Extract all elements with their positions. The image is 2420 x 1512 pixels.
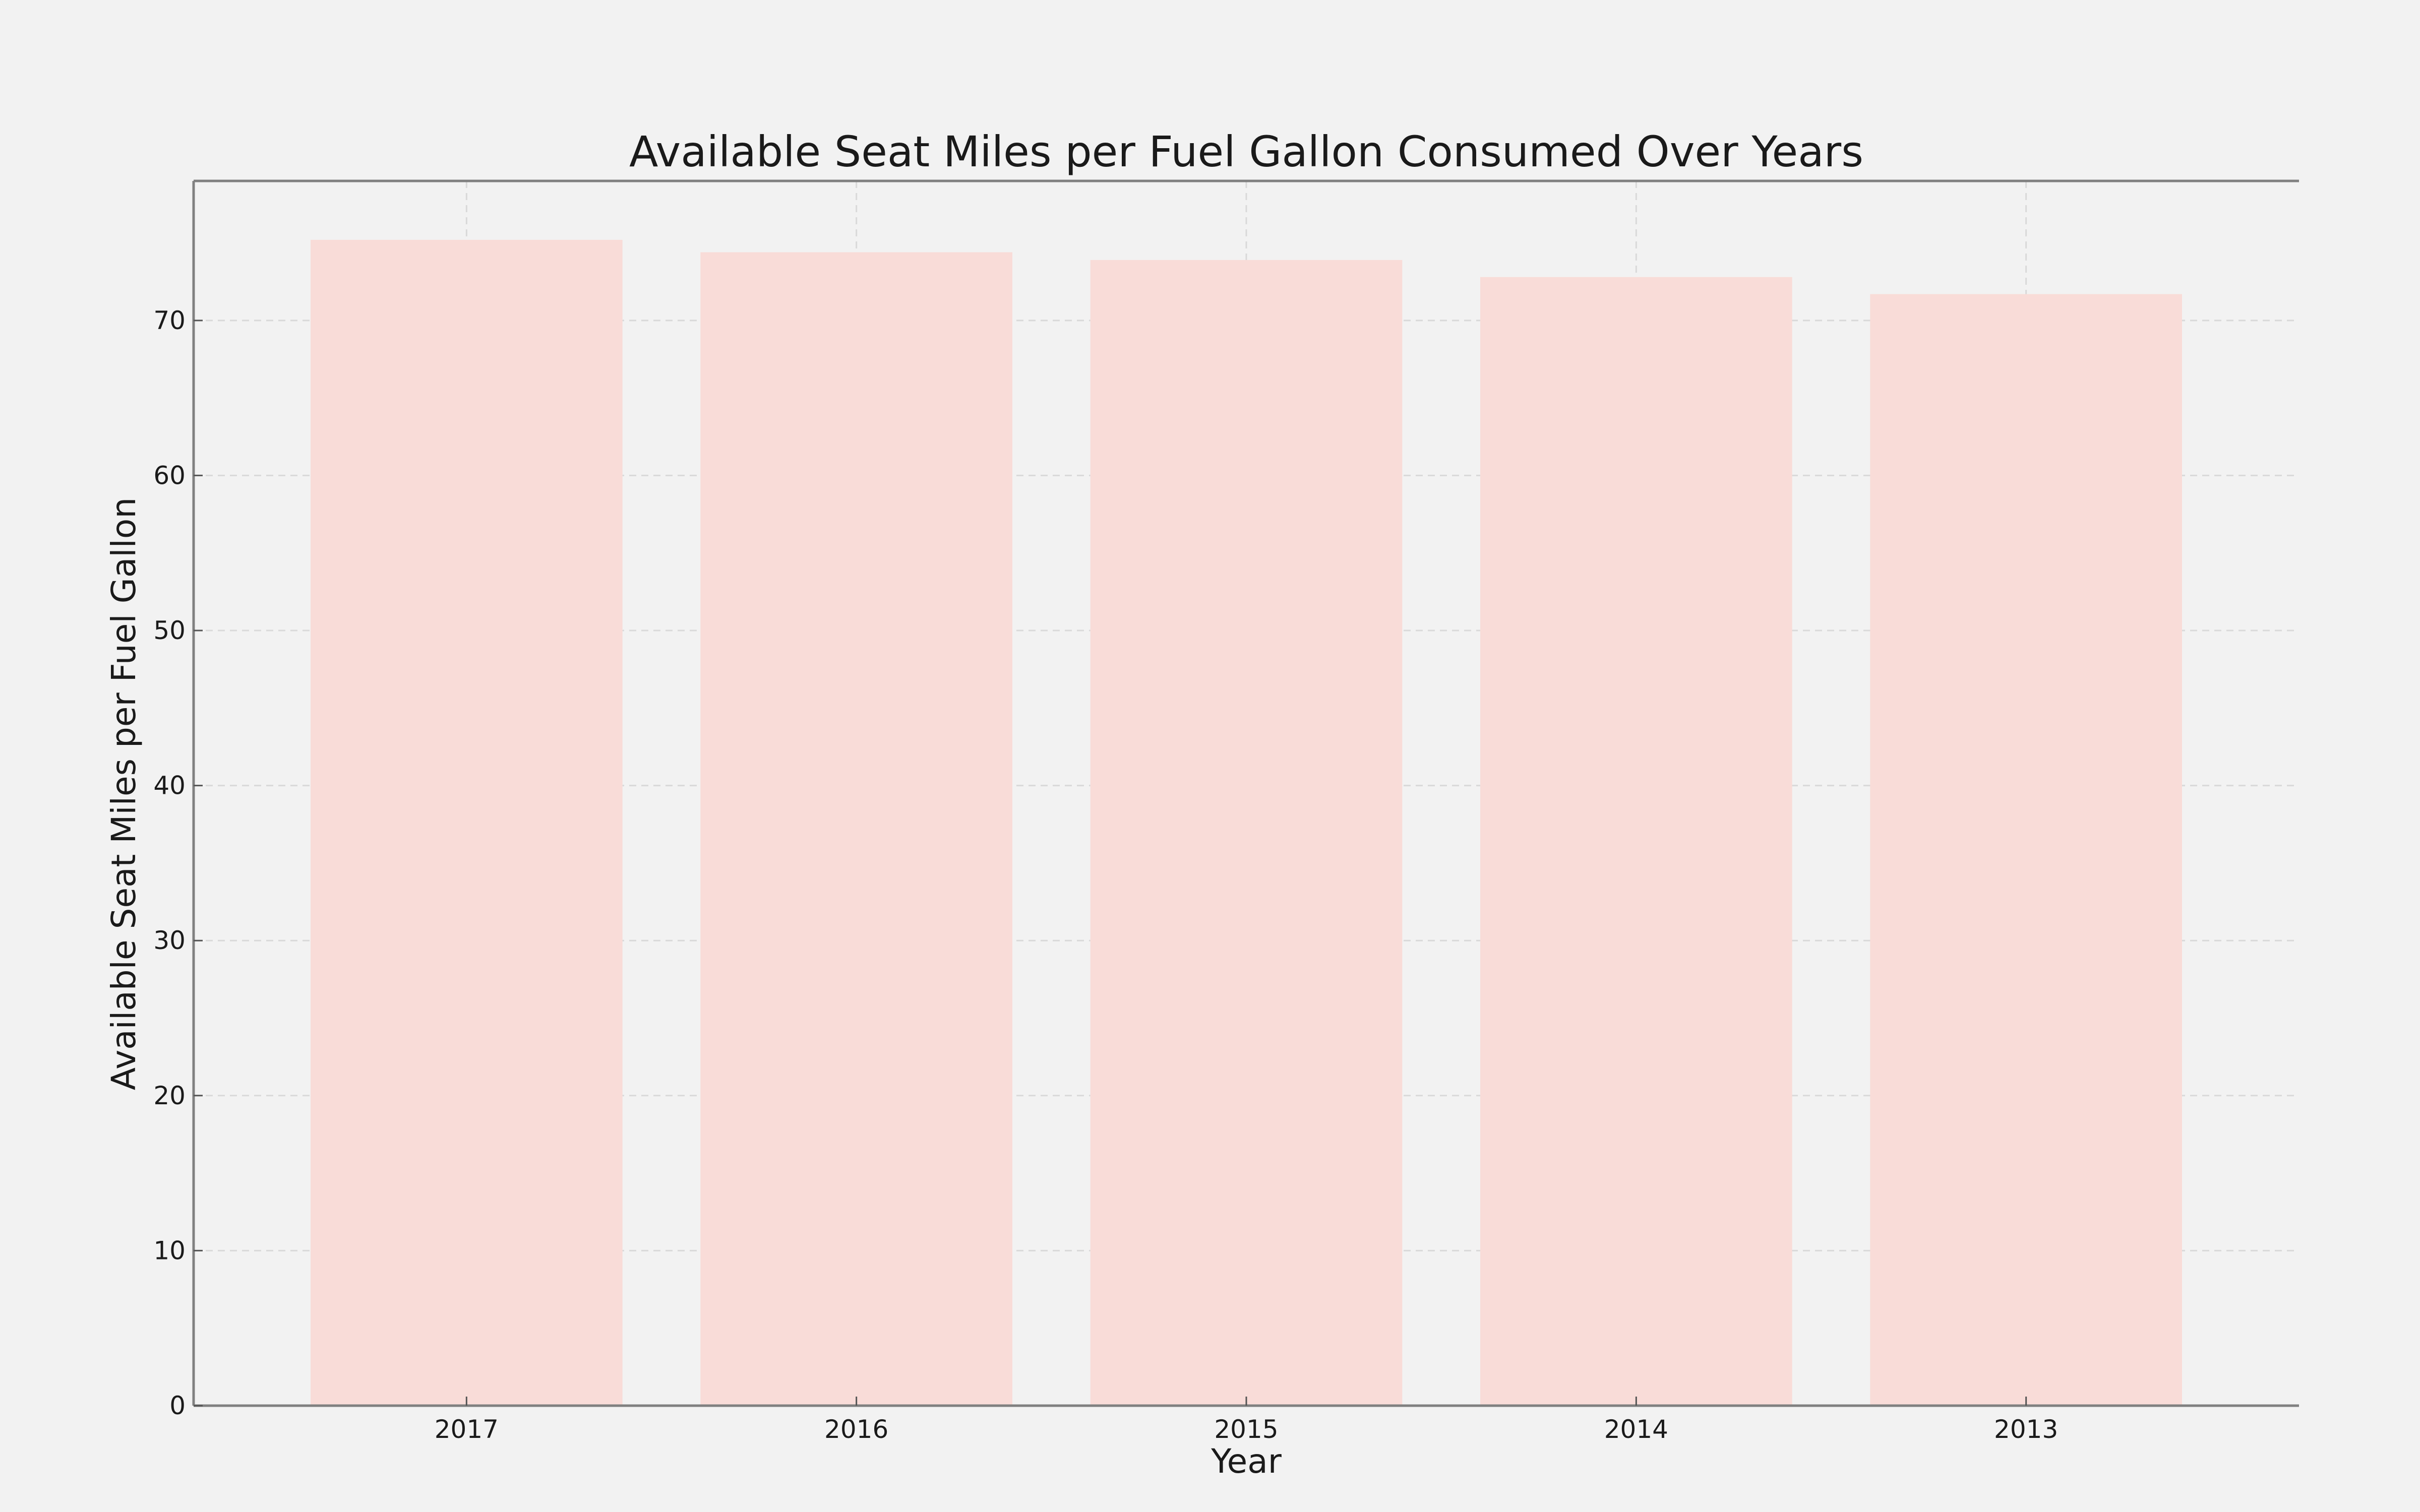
y-axis-label: Available Seat Miles per Fuel Gallon: [104, 497, 143, 1090]
bar-2015: [1090, 260, 1403, 1406]
x-tick-label: 2014: [1604, 1415, 1668, 1444]
ticks-layer: 0 10 20 30 40 50 60 70 2017 2016 2015 2014 2013: [153, 306, 2058, 1444]
y-tick-label: 20: [153, 1081, 186, 1110]
y-tick-label: 60: [153, 461, 186, 490]
x-tick-label: 2013: [1994, 1415, 2058, 1444]
bar-2017: [311, 239, 623, 1406]
bars-layer: [311, 239, 2182, 1406]
x-tick-label: 2015: [1214, 1415, 1278, 1444]
chart-title: Available Seat Miles per Fuel Gallon Con…: [629, 127, 1863, 176]
bar-2013: [1870, 294, 2182, 1406]
bar-2016: [700, 252, 1012, 1406]
y-tick-label: 30: [153, 926, 186, 955]
y-tick-label: 50: [153, 616, 186, 645]
x-axis-label: Year: [1211, 1442, 1282, 1481]
y-tick-label: 70: [153, 306, 186, 335]
y-tick-label: 0: [169, 1391, 186, 1420]
x-tick-label: 2016: [824, 1415, 888, 1444]
y-tick-label: 40: [153, 771, 186, 800]
bar-2014: [1480, 277, 1792, 1406]
y-tick-label: 10: [153, 1236, 186, 1265]
x-tick-label: 2017: [435, 1415, 499, 1444]
